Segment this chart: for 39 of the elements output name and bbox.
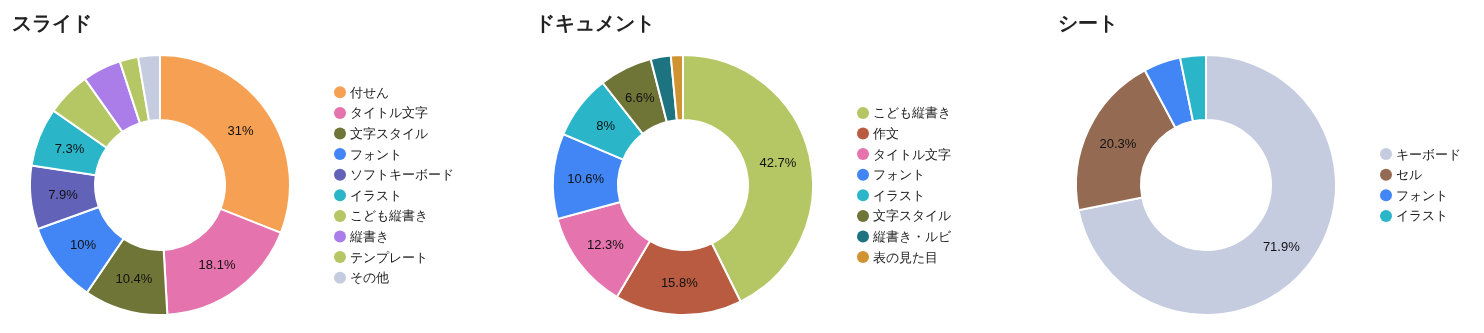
legend-label: 表の見た目	[873, 249, 938, 265]
data-label: 12.3%	[586, 236, 625, 252]
chart-title: スライド	[12, 12, 92, 34]
data-label: 6.6%	[625, 90, 656, 106]
data-label: 18.1%	[198, 256, 236, 272]
legend-label: イラスト	[873, 187, 925, 203]
data-label: 15.8%	[660, 274, 699, 290]
legend-label: その他	[350, 270, 389, 286]
legend-label: フォント	[350, 146, 402, 162]
legend-label: タイトル文字	[873, 146, 951, 162]
legend-label: タイトル文字	[350, 105, 428, 121]
legend-label: こども縦書き	[873, 105, 951, 121]
legend-label: イラスト	[1396, 208, 1448, 224]
data-label: 71.9%	[1262, 239, 1301, 255]
legend-label: 作文	[872, 126, 899, 141]
data-label: 10%	[69, 237, 97, 253]
data-label: 20.3%	[1099, 135, 1137, 151]
legend-label: 文字スタイル	[350, 126, 428, 141]
data-label: 7.9%	[48, 186, 79, 202]
data-label: 10.6%	[567, 170, 605, 186]
data-label: 42.7%	[759, 155, 797, 171]
legend-label: 付せん	[349, 84, 389, 100]
legend-label: キーボード	[1396, 146, 1461, 162]
legend-label: 縦書き・ルビ	[872, 229, 952, 244]
data-label: 10.4%	[115, 271, 153, 287]
legend-label: フォント	[1396, 187, 1448, 203]
legend-label: 縦書き	[349, 229, 389, 244]
legend-label: こども縦書き	[350, 208, 428, 224]
chart-title: ドキュメント	[535, 12, 655, 34]
data-label: 7.3%	[54, 141, 85, 157]
legend-label: イラスト	[350, 187, 402, 203]
chart-title: シート	[1058, 12, 1118, 34]
data-label: 8%	[596, 118, 616, 134]
legend-label: 文字スタイル	[873, 208, 951, 224]
legend-label: ソフトキーボード	[350, 167, 454, 183]
legend-label: セル	[1396, 167, 1422, 183]
legend-label: フォント	[873, 167, 925, 183]
data-label: 31%	[227, 122, 255, 138]
legend-label: テンプレート	[350, 249, 428, 265]
